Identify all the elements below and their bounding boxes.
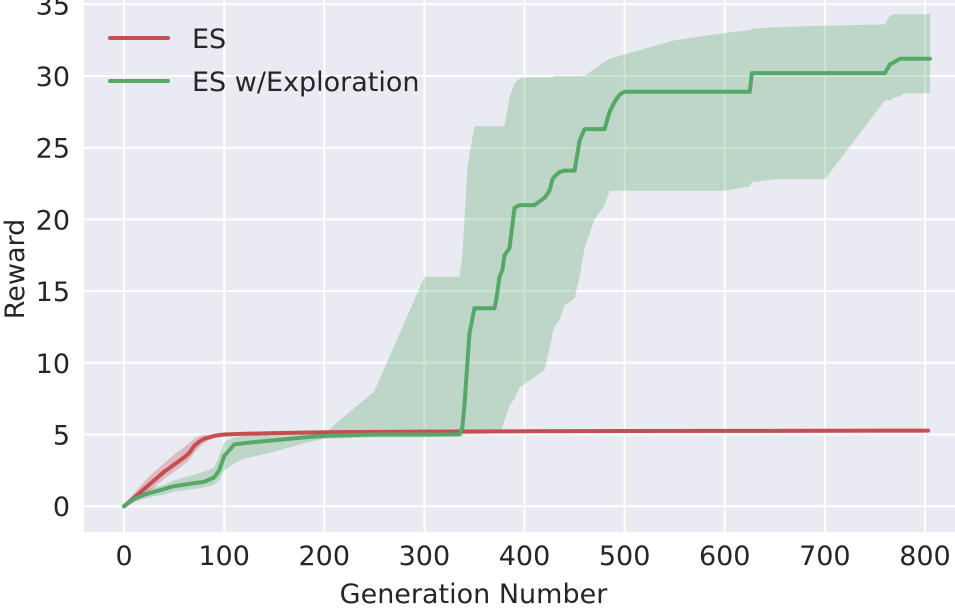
x-tick-label: 200: [299, 541, 351, 572]
series-lines: [122, 56, 932, 509]
x-tick-label: 400: [499, 541, 551, 572]
series-band-1: [124, 14, 930, 507]
y-tick-label: 25: [36, 134, 70, 165]
gridlines: [84, 0, 955, 532]
x-tick-label: 500: [599, 541, 651, 572]
y-tick-label: 35: [36, 0, 70, 21]
x-tick-label: 100: [198, 541, 250, 572]
y-tick-label: 5: [53, 420, 70, 451]
y-axis-label: Reward: [0, 219, 31, 320]
legend: ES ES w/Exploration: [108, 24, 420, 98]
x-tick-label: 0: [115, 541, 132, 572]
x-tick-label: 300: [399, 541, 451, 572]
series-line-0: [122, 428, 930, 509]
y-tick-label: 15: [36, 277, 70, 308]
legend-label-1: ES w/Exploration: [192, 67, 420, 98]
y-tick-label: 10: [36, 349, 70, 380]
y-tick-label: 20: [36, 205, 70, 236]
y-tick-label: 0: [53, 492, 70, 523]
legend-label-0: ES: [192, 24, 226, 55]
x-axis-label: Generation Number: [340, 579, 609, 610]
series-line-1: [122, 56, 932, 509]
plot-area: [84, 0, 955, 532]
x-tick-label: 800: [899, 541, 951, 572]
y-tick-label: 30: [36, 62, 70, 93]
x-tick-label: 600: [699, 541, 751, 572]
x-tick-label: 700: [799, 541, 851, 572]
tick-labels: 0 100 200 300 400 500 600 700 800 0 5 10 15 20 25 30 35: [36, 0, 951, 572]
